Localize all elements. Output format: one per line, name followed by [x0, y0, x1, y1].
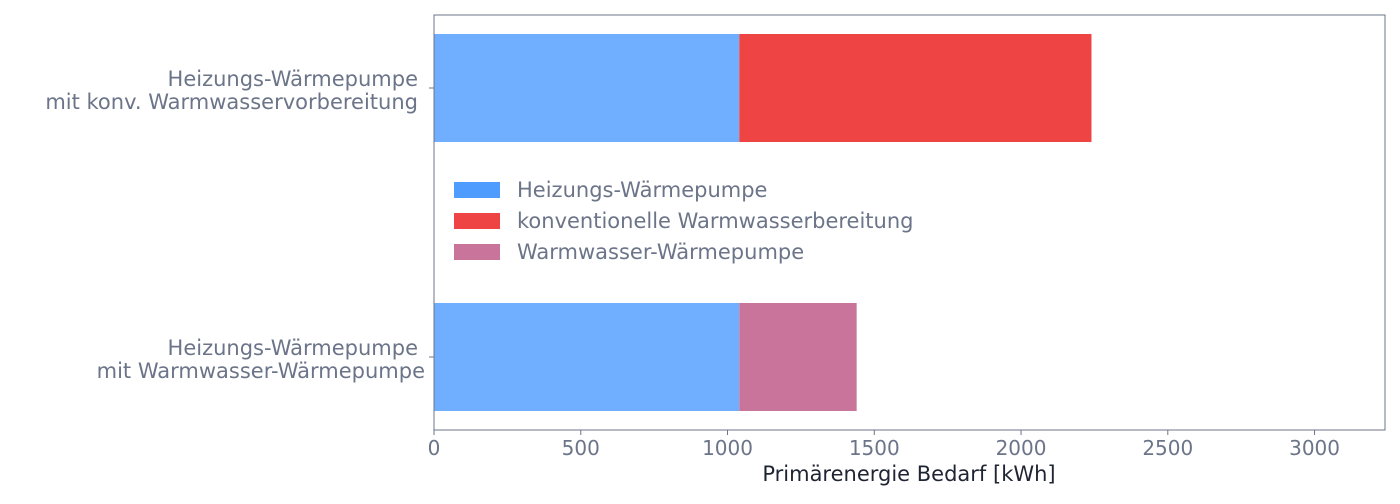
legend: Heizungs-Wärmepumpe konventionelle Warmwa… [454, 178, 914, 264]
x-tick-label: 2000 [996, 436, 1047, 460]
legend-label: Warmwasser-Wärmepumpe [517, 240, 804, 264]
bar-segment [434, 303, 740, 411]
bar-segment [434, 34, 740, 142]
x-tick-label: 1000 [702, 436, 753, 460]
x-tick-label: 1500 [849, 436, 900, 460]
bar-segment [739, 303, 857, 411]
plot-frame [433, 14, 1386, 431]
legend-label: Heizungs-Wärmepumpe [517, 178, 767, 202]
legend-label: konventionelle Warmwasserbereitung [517, 209, 914, 233]
x-tick-label: 2500 [1142, 436, 1193, 460]
y-category-label: Heizungs-Wärmepumpe mit Warmwasser-Wärmep… [97, 336, 425, 383]
legend-swatch [454, 182, 500, 198]
x-axis-label: Primärenergie Bedarf [kWh] [762, 462, 1055, 486]
x-tick-label: 500 [562, 436, 600, 460]
y-category-label: Heizungs-Wärmepumpe mit konv. Warmwasserv… [45, 67, 418, 114]
legend-swatch [454, 213, 500, 229]
legend-swatch [454, 244, 500, 260]
bar-segment [739, 34, 1092, 142]
x-tick-label: 3000 [1289, 436, 1340, 460]
x-tick-label: 0 [428, 436, 441, 460]
